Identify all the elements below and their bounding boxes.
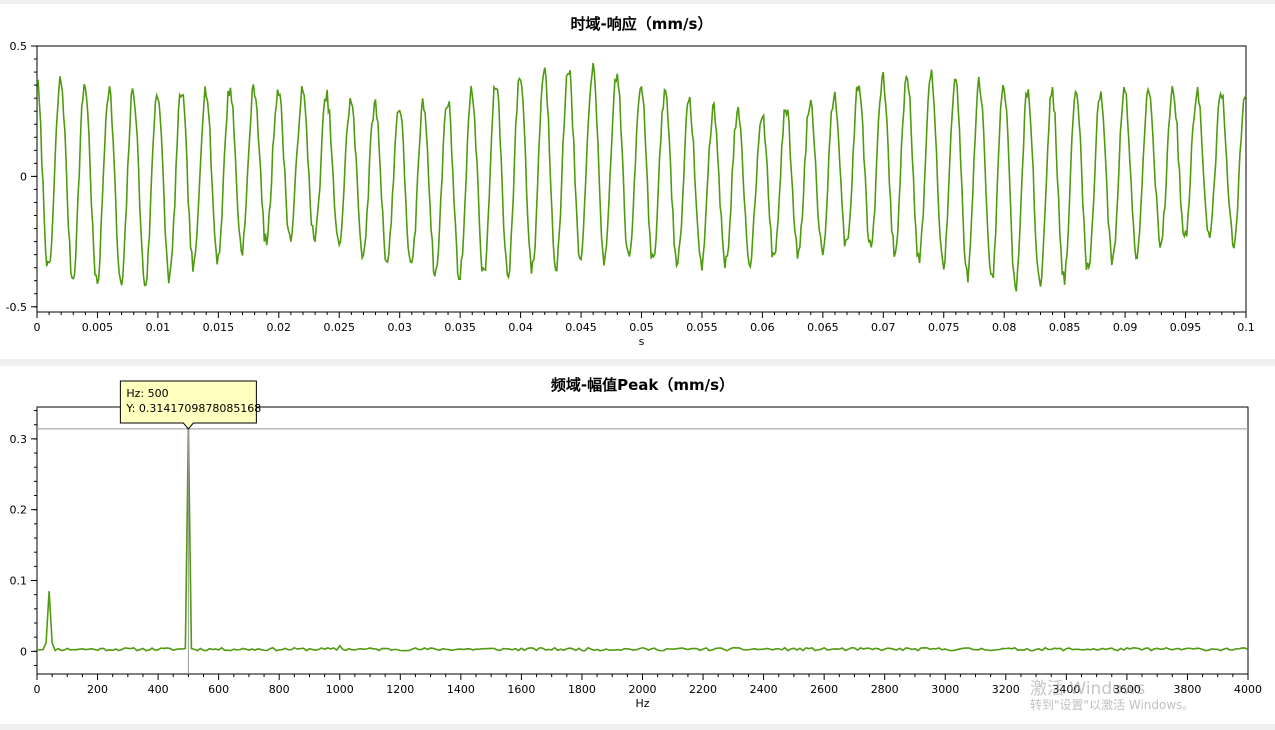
x-tick-label: 0.1: [1237, 321, 1255, 334]
x-tick-label: 2000: [629, 683, 657, 696]
watermark-line1: 激活 Windows: [1030, 679, 1146, 699]
chart-title: 频域-幅值Peak（mm/s）: [551, 376, 734, 394]
x-tick-label: 0: [34, 321, 41, 334]
x-tick-label: 0.03: [387, 321, 412, 334]
watermark-line2: 转到"设置"以激活 Windows。: [1030, 698, 1195, 712]
y-tick-label: 0.3: [10, 433, 28, 446]
x-tick-label: 1400: [447, 683, 475, 696]
x-tick-label: 0.065: [807, 321, 839, 334]
time-domain-chart: 时域-响应（mm/s） 0 0.005 0.01 0.015 0.02 0.025 0.03 0…: [6, 15, 1255, 348]
x-tick-label: 3400: [1052, 683, 1080, 696]
x-tick-label: 0.095: [1170, 321, 1202, 334]
x-tick-label: 0.075: [928, 321, 960, 334]
x-tick-label: 0.06: [750, 321, 775, 334]
time-series-line: [36, 62, 1247, 292]
x-axis-label: s: [639, 335, 645, 348]
x-tick-label: 2800: [871, 683, 899, 696]
spectrum-line: [36, 428, 1249, 652]
y-tick-label: 0: [20, 645, 27, 658]
x-tick-label: 3600: [1113, 683, 1141, 696]
x-tick-label: 3200: [992, 683, 1020, 696]
x-tick-label: 0: [34, 683, 41, 696]
x-tick-label: 0.02: [267, 321, 292, 334]
x-tick-label: 1200: [386, 683, 414, 696]
frequency-domain-chart: 频域-幅值Peak（mm/s） 0 200 400 600 800 1000 1200 1400…: [10, 376, 1263, 710]
x-tick-label: 1000: [326, 683, 354, 696]
x-tick-label: 0.045: [565, 321, 597, 334]
tooltip-line-hz: Hz: 500: [126, 387, 168, 400]
y-tick-label: 0.5: [10, 40, 28, 53]
x-tick-label: 3000: [931, 683, 959, 696]
tooltip-line-y: Y: 0.3141709878085168: [125, 402, 261, 415]
x-tick-label: 2600: [810, 683, 838, 696]
y-tick-label: 0: [20, 170, 27, 183]
chart-title: 时域-响应（mm/s）: [571, 15, 713, 33]
x-tick-label: 2200: [689, 683, 717, 696]
x-axis-label: Hz: [635, 697, 649, 710]
x-tick-label: 0.085: [1049, 321, 1081, 334]
y-tick-label: 0.1: [10, 575, 28, 588]
x-tick-label: 0.055: [686, 321, 718, 334]
x-tick-label: 0.005: [82, 321, 114, 334]
x-tick-label: 1800: [568, 683, 596, 696]
x-tick-label: 0.04: [508, 321, 533, 334]
y-tick-label: 0.2: [10, 504, 28, 517]
x-tick-label: 0.025: [324, 321, 356, 334]
x-tick-label: 2400: [750, 683, 778, 696]
x-tick-label: 0.015: [203, 321, 235, 334]
tooltip-box: [119, 380, 257, 430]
frequency-domain-panel: 频域-幅值Peak（mm/s） 0 200 400 600 800 1000 1200 1400…: [0, 366, 1275, 724]
time-domain-panel: 时域-响应（mm/s） 0 0.005 0.01 0.015 0.02 0.025 0.03 0…: [0, 4, 1275, 359]
y-tick-label: -0.5: [6, 301, 27, 314]
x-tick-label: 600: [208, 683, 229, 696]
x-tick-label: 4000: [1234, 683, 1262, 696]
x-tick-label: 0.08: [992, 321, 1017, 334]
x-tick-label: 400: [148, 683, 169, 696]
x-tick-label: 0.01: [146, 321, 171, 334]
x-tick-label: 3800: [1173, 683, 1201, 696]
x-tick-label: 200: [87, 683, 108, 696]
x-tick-label: 800: [269, 683, 290, 696]
x-tick-label: 0.035: [444, 321, 476, 334]
x-tick-label: 0.09: [1113, 321, 1138, 334]
x-tick-label: 0.05: [629, 321, 654, 334]
x-tick-label: 0.07: [871, 321, 896, 334]
x-tick-label: 1600: [507, 683, 535, 696]
plot-frame: [36, 406, 1249, 675]
